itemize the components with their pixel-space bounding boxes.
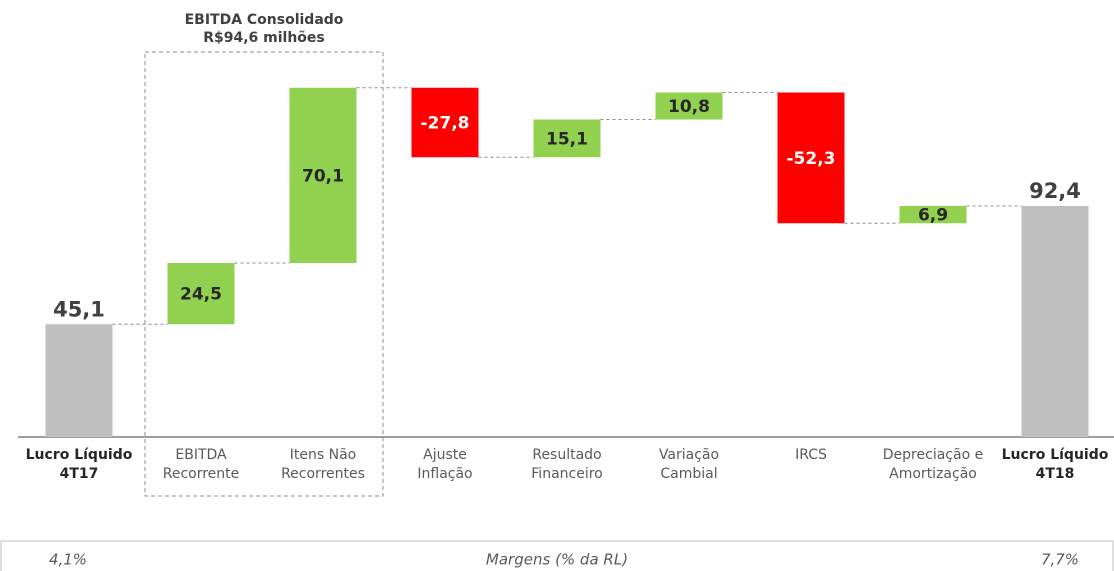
bar xyxy=(45,324,113,437)
x-tick-label: Financeiro xyxy=(531,466,602,482)
bar xyxy=(167,263,235,325)
footer-right: 7,7% xyxy=(1041,551,1079,569)
bar xyxy=(411,87,479,158)
data-label: 15,1 xyxy=(546,129,588,149)
data-label: 10,8 xyxy=(668,97,710,117)
x-tick-label: Depreciação e xyxy=(883,447,983,463)
x-tick-label: Lucro Líquido xyxy=(26,447,133,463)
x-tick-label: Lucro Líquido xyxy=(1002,447,1109,463)
data-label: 92,4 xyxy=(1029,179,1081,203)
group-box xyxy=(144,51,384,497)
x-tick-label: Variação xyxy=(659,447,719,463)
annotation-title: EBITDA Consolidado xyxy=(185,12,344,28)
x-tick-label: Cambial xyxy=(660,466,717,482)
data-label: 45,1 xyxy=(53,297,105,321)
data-label: 6,9 xyxy=(918,206,948,226)
data-label: -52,3 xyxy=(787,149,836,169)
bar xyxy=(899,206,967,224)
x-tick-label: Ajuste xyxy=(423,447,467,463)
x-tick-label: Amortização xyxy=(889,466,977,482)
bar xyxy=(1021,206,1089,437)
x-tick-label: Resultado xyxy=(532,447,601,463)
footer-center: Margens (% da RL) xyxy=(486,551,628,569)
x-tick-label: IRCS xyxy=(795,447,827,463)
x-tick-label: 4T17 xyxy=(60,466,99,482)
x-tick-label: Recorrentes xyxy=(281,466,365,482)
x-tick-label: Inflação xyxy=(417,466,472,482)
bar xyxy=(777,92,845,224)
bar xyxy=(655,92,723,120)
footer-box xyxy=(0,540,1114,571)
x-tick-label: EBITDA xyxy=(175,447,227,463)
footer-left: 4,1% xyxy=(49,551,87,569)
data-label: 24,5 xyxy=(180,285,222,305)
x-tick-label: Itens Não xyxy=(290,447,356,463)
x-tick-label: Recorrente xyxy=(163,466,240,482)
data-label: -27,8 xyxy=(421,114,470,134)
bar xyxy=(533,119,601,158)
data-label: 70,1 xyxy=(302,166,344,186)
annotation-subtitle: R$94,6 milhões xyxy=(203,30,325,46)
bar xyxy=(289,87,357,263)
x-tick-label: 4T18 xyxy=(1036,466,1075,482)
